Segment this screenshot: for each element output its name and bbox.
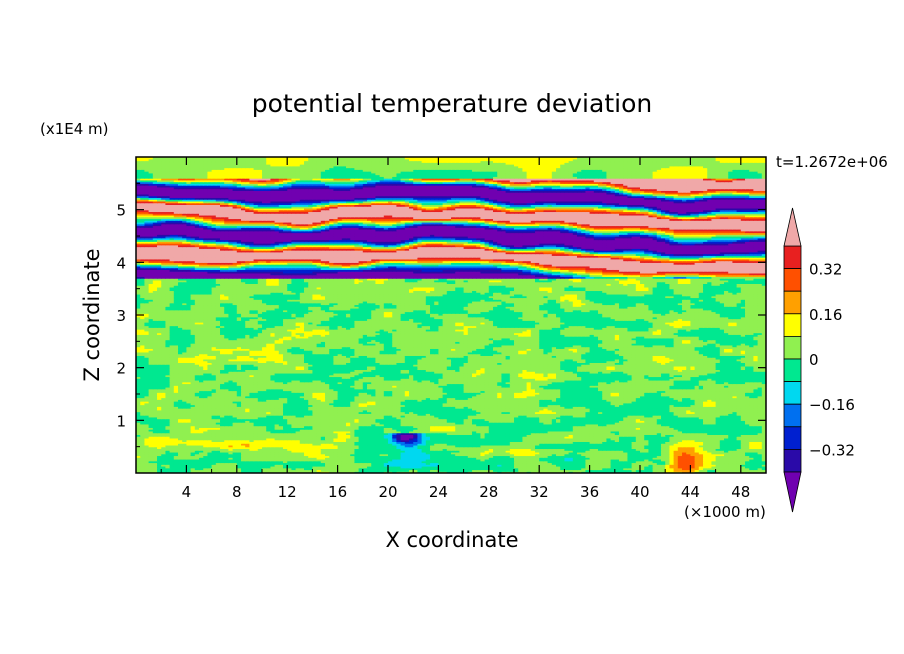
contour-field [136, 157, 767, 474]
time-annotation: t=1.2672e+06 [776, 153, 888, 171]
y-unit-label: (x1E4 m) [40, 120, 109, 138]
chart-title: potential temperature deviation [252, 89, 652, 118]
